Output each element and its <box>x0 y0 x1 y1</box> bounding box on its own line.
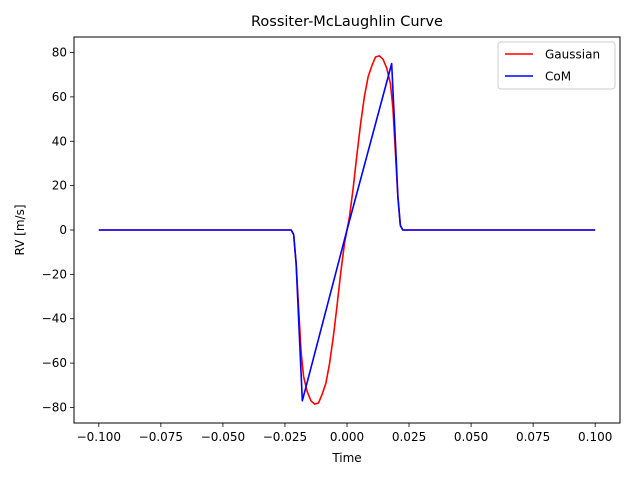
x-tick-label: 0.075 <box>516 430 550 444</box>
y-tick-label: 40 <box>52 134 67 148</box>
x-tick-label: 0.100 <box>578 430 612 444</box>
x-axis-label: Time <box>331 451 361 465</box>
y-tick-label: −20 <box>42 267 67 281</box>
x-tick-label: −0.025 <box>263 430 307 444</box>
y-tick-label: 60 <box>52 90 67 104</box>
series-line-com <box>98 62 596 402</box>
y-axis-label: RV [m/s] <box>13 204 27 255</box>
x-ticks: −0.100 −0.075 −0.050 −0.025 0.000 0.025 0.050 0… <box>77 423 612 444</box>
x-tick-label: −0.075 <box>139 430 183 444</box>
x-tick-label: 0.025 <box>392 430 426 444</box>
x-tick-label: 0.000 <box>330 430 364 444</box>
y-tick-label: 0 <box>59 223 67 237</box>
plot-area: −0.100 −0.075 −0.050 −0.025 0.000 0.025 0.050 0… <box>42 36 621 444</box>
y-tick-label: −80 <box>42 400 67 414</box>
chart-title: Rossiter-McLaughlin Curve <box>251 14 443 30</box>
legend-label-com: CoM <box>545 70 571 84</box>
legend-label-gaussian: Gaussian <box>545 48 600 62</box>
x-tick-label: −0.100 <box>77 430 121 444</box>
y-ticks: −80 −60 −40 −20 0 20 40 60 80 <box>42 46 74 414</box>
x-tick-label: 0.050 <box>454 430 488 444</box>
y-tick-label: 20 <box>52 179 67 193</box>
y-tick-label: −40 <box>42 312 67 326</box>
x-tick-label: −0.050 <box>201 430 245 444</box>
series-layer <box>98 55 596 405</box>
y-tick-label: 80 <box>52 46 67 60</box>
legend: Gaussian CoM <box>497 41 616 90</box>
y-tick-label: −60 <box>42 356 67 370</box>
